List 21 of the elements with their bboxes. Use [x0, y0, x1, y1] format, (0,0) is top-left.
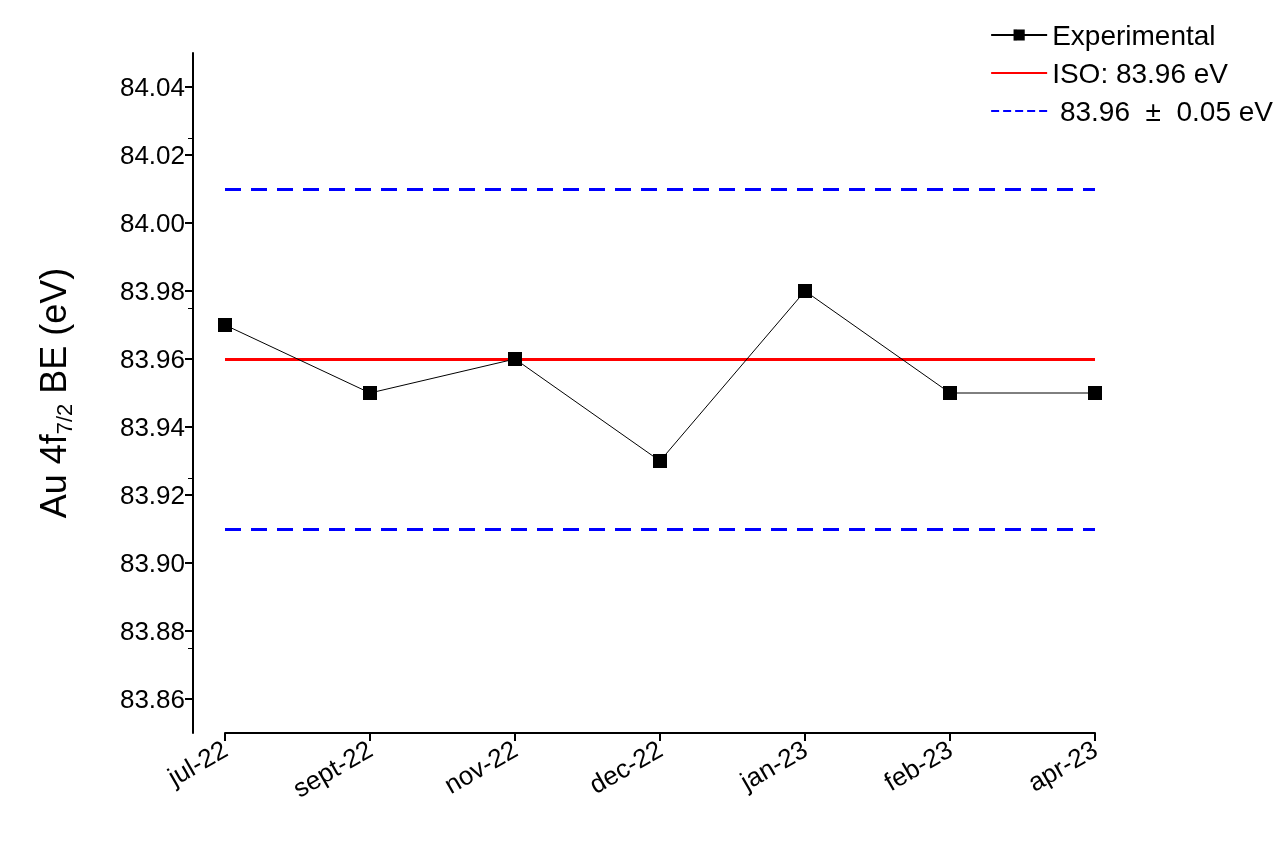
point — [508, 352, 522, 366]
legend-label: ISO: 83.96 eV — [1052, 57, 1229, 89]
y-tick-label: 83.88 — [119, 616, 185, 646]
y-tick-label: 83.96 — [119, 344, 185, 374]
y-tick-label: 83.90 — [119, 548, 185, 578]
y-tick-label: 83.92 — [119, 480, 185, 510]
y-tick-label: 84.02 — [119, 140, 185, 170]
y-tick-label: 83.98 — [119, 276, 185, 306]
legend-label: Experimental — [1052, 19, 1216, 51]
point — [1088, 386, 1102, 400]
y-tick-label: 84.00 — [119, 208, 185, 238]
legend-label: 83.96 ± 0.05 eV — [1052, 95, 1274, 127]
point — [943, 386, 957, 400]
point — [653, 454, 667, 468]
point — [798, 284, 812, 298]
y-tick-label: 84.04 — [119, 72, 185, 102]
y-axis-title: Au 4f7/2 BE (eV) — [32, 267, 77, 519]
y-tick-label: 83.86 — [119, 684, 185, 714]
point — [218, 318, 232, 332]
y-tick-label: 83.94 — [119, 412, 185, 442]
point — [363, 386, 377, 400]
